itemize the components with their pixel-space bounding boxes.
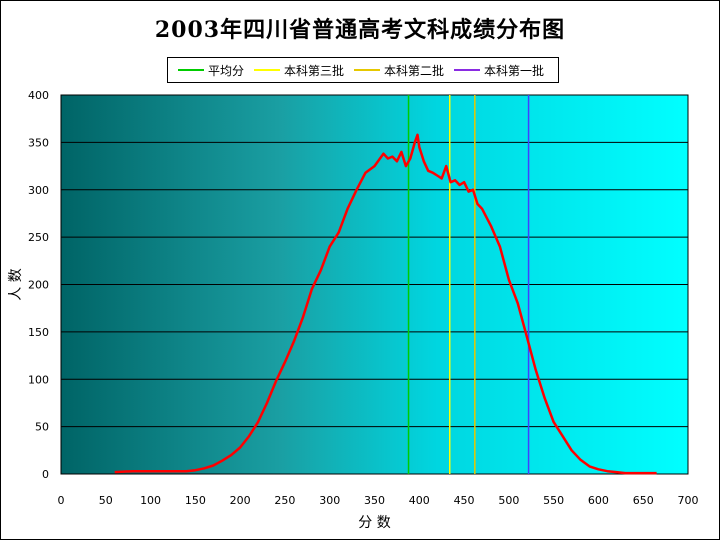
- legend-swatch-tier-1: [454, 69, 481, 71]
- x-tick-label: 50: [99, 494, 113, 507]
- x-tick-label: 350: [364, 494, 385, 507]
- legend-swatch-average: [178, 69, 204, 71]
- x-tick-labels: 0 50 100 150 200 250 300 350 400 450 500 550 600 650 7…: [58, 494, 699, 507]
- x-tick-label: 600: [588, 494, 609, 507]
- series-group: [114, 133, 657, 475]
- x-tick-label: 550: [543, 494, 564, 507]
- chart-legend: 平均分 本科第三批 本科第二批 本科第一批: [167, 57, 559, 83]
- x-tick-label: 250: [274, 494, 295, 507]
- x-tick-label: 700: [678, 494, 699, 507]
- legend-item-tier-2: 本科第二批: [354, 62, 444, 79]
- y-tick-label: 200: [28, 279, 49, 292]
- y-tick-label: 150: [28, 326, 49, 339]
- series-line: [114, 133, 657, 475]
- reference-lines: [407, 95, 530, 474]
- y-tick-label: 400: [28, 89, 49, 102]
- legend-label-tier-3: 本科第三批: [284, 63, 345, 78]
- legend-item-average: 平均分: [178, 62, 244, 79]
- x-tick-label: 450: [454, 494, 475, 507]
- x-tick-label: 400: [409, 494, 430, 507]
- x-axis-title: 分 数: [358, 515, 390, 531]
- x-tick-label: 500: [498, 494, 519, 507]
- y-tick-label: 50: [35, 421, 49, 434]
- legend-item-tier-3: 本科第三批: [254, 62, 344, 79]
- x-tick-label: 200: [230, 494, 251, 507]
- legend-label-average: 平均分: [208, 63, 245, 78]
- y-tick-label: 300: [28, 184, 49, 197]
- y-axis-title: 人 数: [8, 268, 24, 300]
- y-tick-label: 100: [28, 373, 49, 386]
- y-tick-label: 0: [42, 468, 49, 481]
- legend-label-tier-1: 本科第一批: [484, 63, 545, 78]
- gridlines: [61, 94, 688, 428]
- y-tick-label: 250: [28, 231, 49, 244]
- x-tick-label: 150: [185, 494, 206, 507]
- x-tick-label: 100: [140, 494, 161, 507]
- legend-item-tier-1: 本科第一批: [454, 62, 544, 79]
- legend-swatch-tier-2: [354, 69, 381, 71]
- y-tick-label: 350: [28, 136, 49, 149]
- x-tick-label: 300: [319, 494, 340, 507]
- legend-swatch-tier-3: [254, 69, 281, 71]
- chart-title: 2003年四川省普通高考文科成绩分布图: [154, 17, 566, 43]
- x-tick-label: 650: [633, 494, 654, 507]
- y-tick-labels: 0 50 100 150 200 250 300 350 400: [28, 89, 49, 481]
- x-tick-label: 0: [58, 494, 65, 507]
- legend-label-tier-2: 本科第二批: [384, 63, 445, 78]
